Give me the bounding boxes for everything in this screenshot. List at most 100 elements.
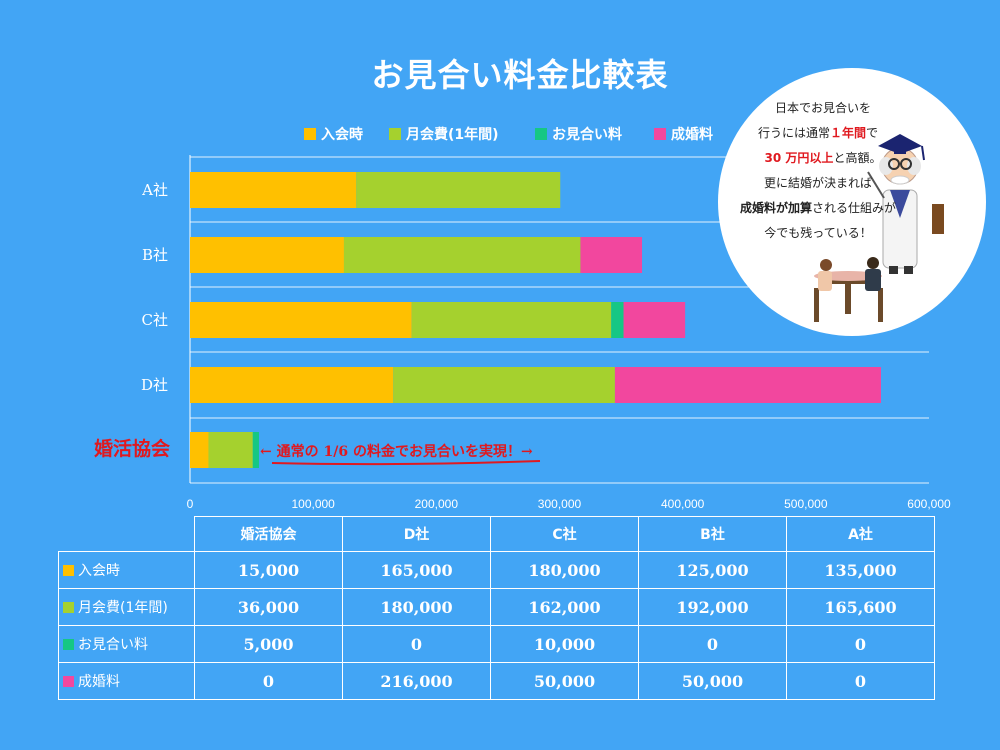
bubble-line-5b: される仕組みが bbox=[812, 201, 897, 215]
x-tick-label: 200,000 bbox=[415, 497, 459, 511]
table-cell: 5,000 bbox=[194, 625, 343, 663]
bubble-text: 日本でお見合いを 行うには通常１年間で 30 万円以上と高額。 更に結婚が決まれ… bbox=[718, 96, 918, 246]
bubble-line-5a: 成婚料が加算 bbox=[739, 201, 812, 215]
x-tick-label: 500,000 bbox=[784, 497, 828, 511]
category-label: D社 bbox=[141, 376, 168, 394]
swatch-icon bbox=[63, 565, 74, 576]
swatch-icon bbox=[63, 676, 74, 687]
table-cell: 0 bbox=[194, 662, 343, 700]
page-title: お見合い料金比較表 bbox=[371, 56, 669, 94]
table-header-cell: 婚活協会 bbox=[194, 516, 343, 552]
bar-segment bbox=[190, 172, 357, 208]
table-cell: 15,000 bbox=[194, 551, 343, 589]
bubble-line-3: 30 万円以上と高額。 bbox=[718, 146, 918, 171]
table-cell: 180,000 bbox=[490, 551, 639, 589]
table-row: 成婚料 0 216,000 50,000 50,000 0 bbox=[58, 662, 935, 700]
table-cell: 50,000 bbox=[638, 662, 787, 700]
row-label: 成婚料 bbox=[58, 662, 195, 700]
bar-segment bbox=[208, 432, 253, 468]
bar-segment bbox=[343, 237, 581, 273]
bubble-line-1: 日本でお見合いを bbox=[774, 101, 871, 115]
table-cell: 216,000 bbox=[342, 662, 491, 700]
table-row: 月会費(1年間) 36,000 180,000 162,000 192,000 … bbox=[58, 588, 935, 626]
row-label-text: 入会時 bbox=[78, 563, 120, 579]
info-bubble: 日本でお見合いを 行うには通常１年間で 30 万円以上と高額。 更に結婚が決まれ… bbox=[718, 68, 986, 336]
data-table: 婚活協会 D社 C社 B社 A社 入会時 15,000 165,000 180,… bbox=[58, 516, 935, 700]
bubble-line-2c: で bbox=[866, 126, 879, 140]
x-tick-label: 0 bbox=[187, 497, 194, 511]
bar-segment bbox=[190, 432, 209, 468]
table-cell: 0 bbox=[638, 625, 787, 663]
row-label: 月会費(1年間) bbox=[58, 588, 195, 626]
table-cell: 0 bbox=[786, 662, 935, 700]
legend-label: 成婚料 bbox=[671, 126, 713, 143]
table-header-cell: C社 bbox=[490, 516, 639, 552]
annotation-underline bbox=[271, 460, 541, 466]
table-cell: 10,000 bbox=[490, 625, 639, 663]
table-corner bbox=[58, 516, 195, 552]
table-cell: 0 bbox=[786, 625, 935, 663]
table-cell: 162,000 bbox=[490, 588, 639, 626]
bubble-line-2a: 行うには通常 bbox=[757, 126, 830, 140]
bar-segment bbox=[411, 302, 612, 338]
table-cell: 125,000 bbox=[638, 551, 787, 589]
table-header-cell: A社 bbox=[786, 516, 935, 552]
table-cell: 36,000 bbox=[194, 588, 343, 626]
bar-segment bbox=[190, 367, 394, 403]
table-header-cell: D社 bbox=[342, 516, 491, 552]
category-label: A社 bbox=[141, 181, 168, 199]
category-label: B社 bbox=[142, 246, 168, 264]
professor-icon bbox=[867, 134, 944, 274]
x-tick-label: 400,000 bbox=[661, 497, 705, 511]
bar-segment bbox=[614, 367, 881, 403]
legend-swatch bbox=[304, 128, 316, 140]
bubble-line-6: 今でも残っている！ bbox=[764, 226, 872, 240]
bar-segment bbox=[623, 302, 686, 338]
table-cell: 165,000 bbox=[342, 551, 491, 589]
table-header-row: 婚活協会 D社 C社 B社 A社 bbox=[58, 516, 935, 552]
table-cell: 180,000 bbox=[342, 588, 491, 626]
bubble-line-3b: と高額。 bbox=[833, 151, 882, 165]
swatch-icon bbox=[63, 639, 74, 650]
legend-label: お見合い料 bbox=[552, 126, 622, 143]
table-cell: 50,000 bbox=[490, 662, 639, 700]
bubble-line-4: 更に結婚が決まれば bbox=[763, 176, 872, 190]
bar-segment bbox=[580, 237, 643, 273]
legend-swatch bbox=[535, 128, 547, 140]
bar-segment bbox=[190, 237, 344, 273]
table-cell: 165,600 bbox=[786, 588, 935, 626]
row-label-text: お見合い料 bbox=[78, 637, 148, 653]
bar-segment bbox=[356, 172, 561, 208]
table-header-cell: B社 bbox=[638, 516, 787, 552]
legend-label: 入会時 bbox=[321, 126, 363, 143]
legend-label: 月会費(1年間) bbox=[405, 126, 499, 143]
bar-segment bbox=[393, 367, 615, 403]
bubble-line-5: 成婚料が加算される仕組みが bbox=[718, 196, 918, 221]
table-row: お見合い料 5,000 0 10,000 0 0 bbox=[58, 625, 935, 663]
x-tick-label: 600,000 bbox=[907, 497, 951, 511]
row-label-text: 成婚料 bbox=[78, 674, 120, 690]
swatch-icon bbox=[63, 602, 74, 613]
table-cell: 135,000 bbox=[786, 551, 935, 589]
bubble-line-2b: １年間 bbox=[829, 126, 866, 140]
bubble-line-2: 行うには通常１年間で bbox=[718, 121, 918, 146]
row-label-text: 月会費(1年間) bbox=[78, 600, 168, 616]
bar-segment bbox=[252, 432, 259, 468]
legend-swatch bbox=[654, 128, 666, 140]
table-row: 入会時 15,000 165,000 180,000 125,000 135,0… bbox=[58, 551, 935, 589]
bubble-illustration bbox=[814, 134, 944, 322]
table-cell: 0 bbox=[342, 625, 491, 663]
bar-segment bbox=[611, 302, 624, 338]
legend-swatch bbox=[389, 128, 401, 140]
category-label: C社 bbox=[142, 311, 168, 329]
couple-icon bbox=[814, 257, 883, 322]
table-cell: 192,000 bbox=[638, 588, 787, 626]
x-tick-label: 100,000 bbox=[291, 497, 335, 511]
bar-segment bbox=[190, 302, 412, 338]
x-tick-label: 300,000 bbox=[538, 497, 582, 511]
row-label: お見合い料 bbox=[58, 625, 195, 663]
annotation-text: ← 通常の 1/6 の料金でお見合いを実現！→ bbox=[260, 443, 533, 460]
category-label: 婚活協会 bbox=[94, 437, 170, 460]
row-label: 入会時 bbox=[58, 551, 195, 589]
